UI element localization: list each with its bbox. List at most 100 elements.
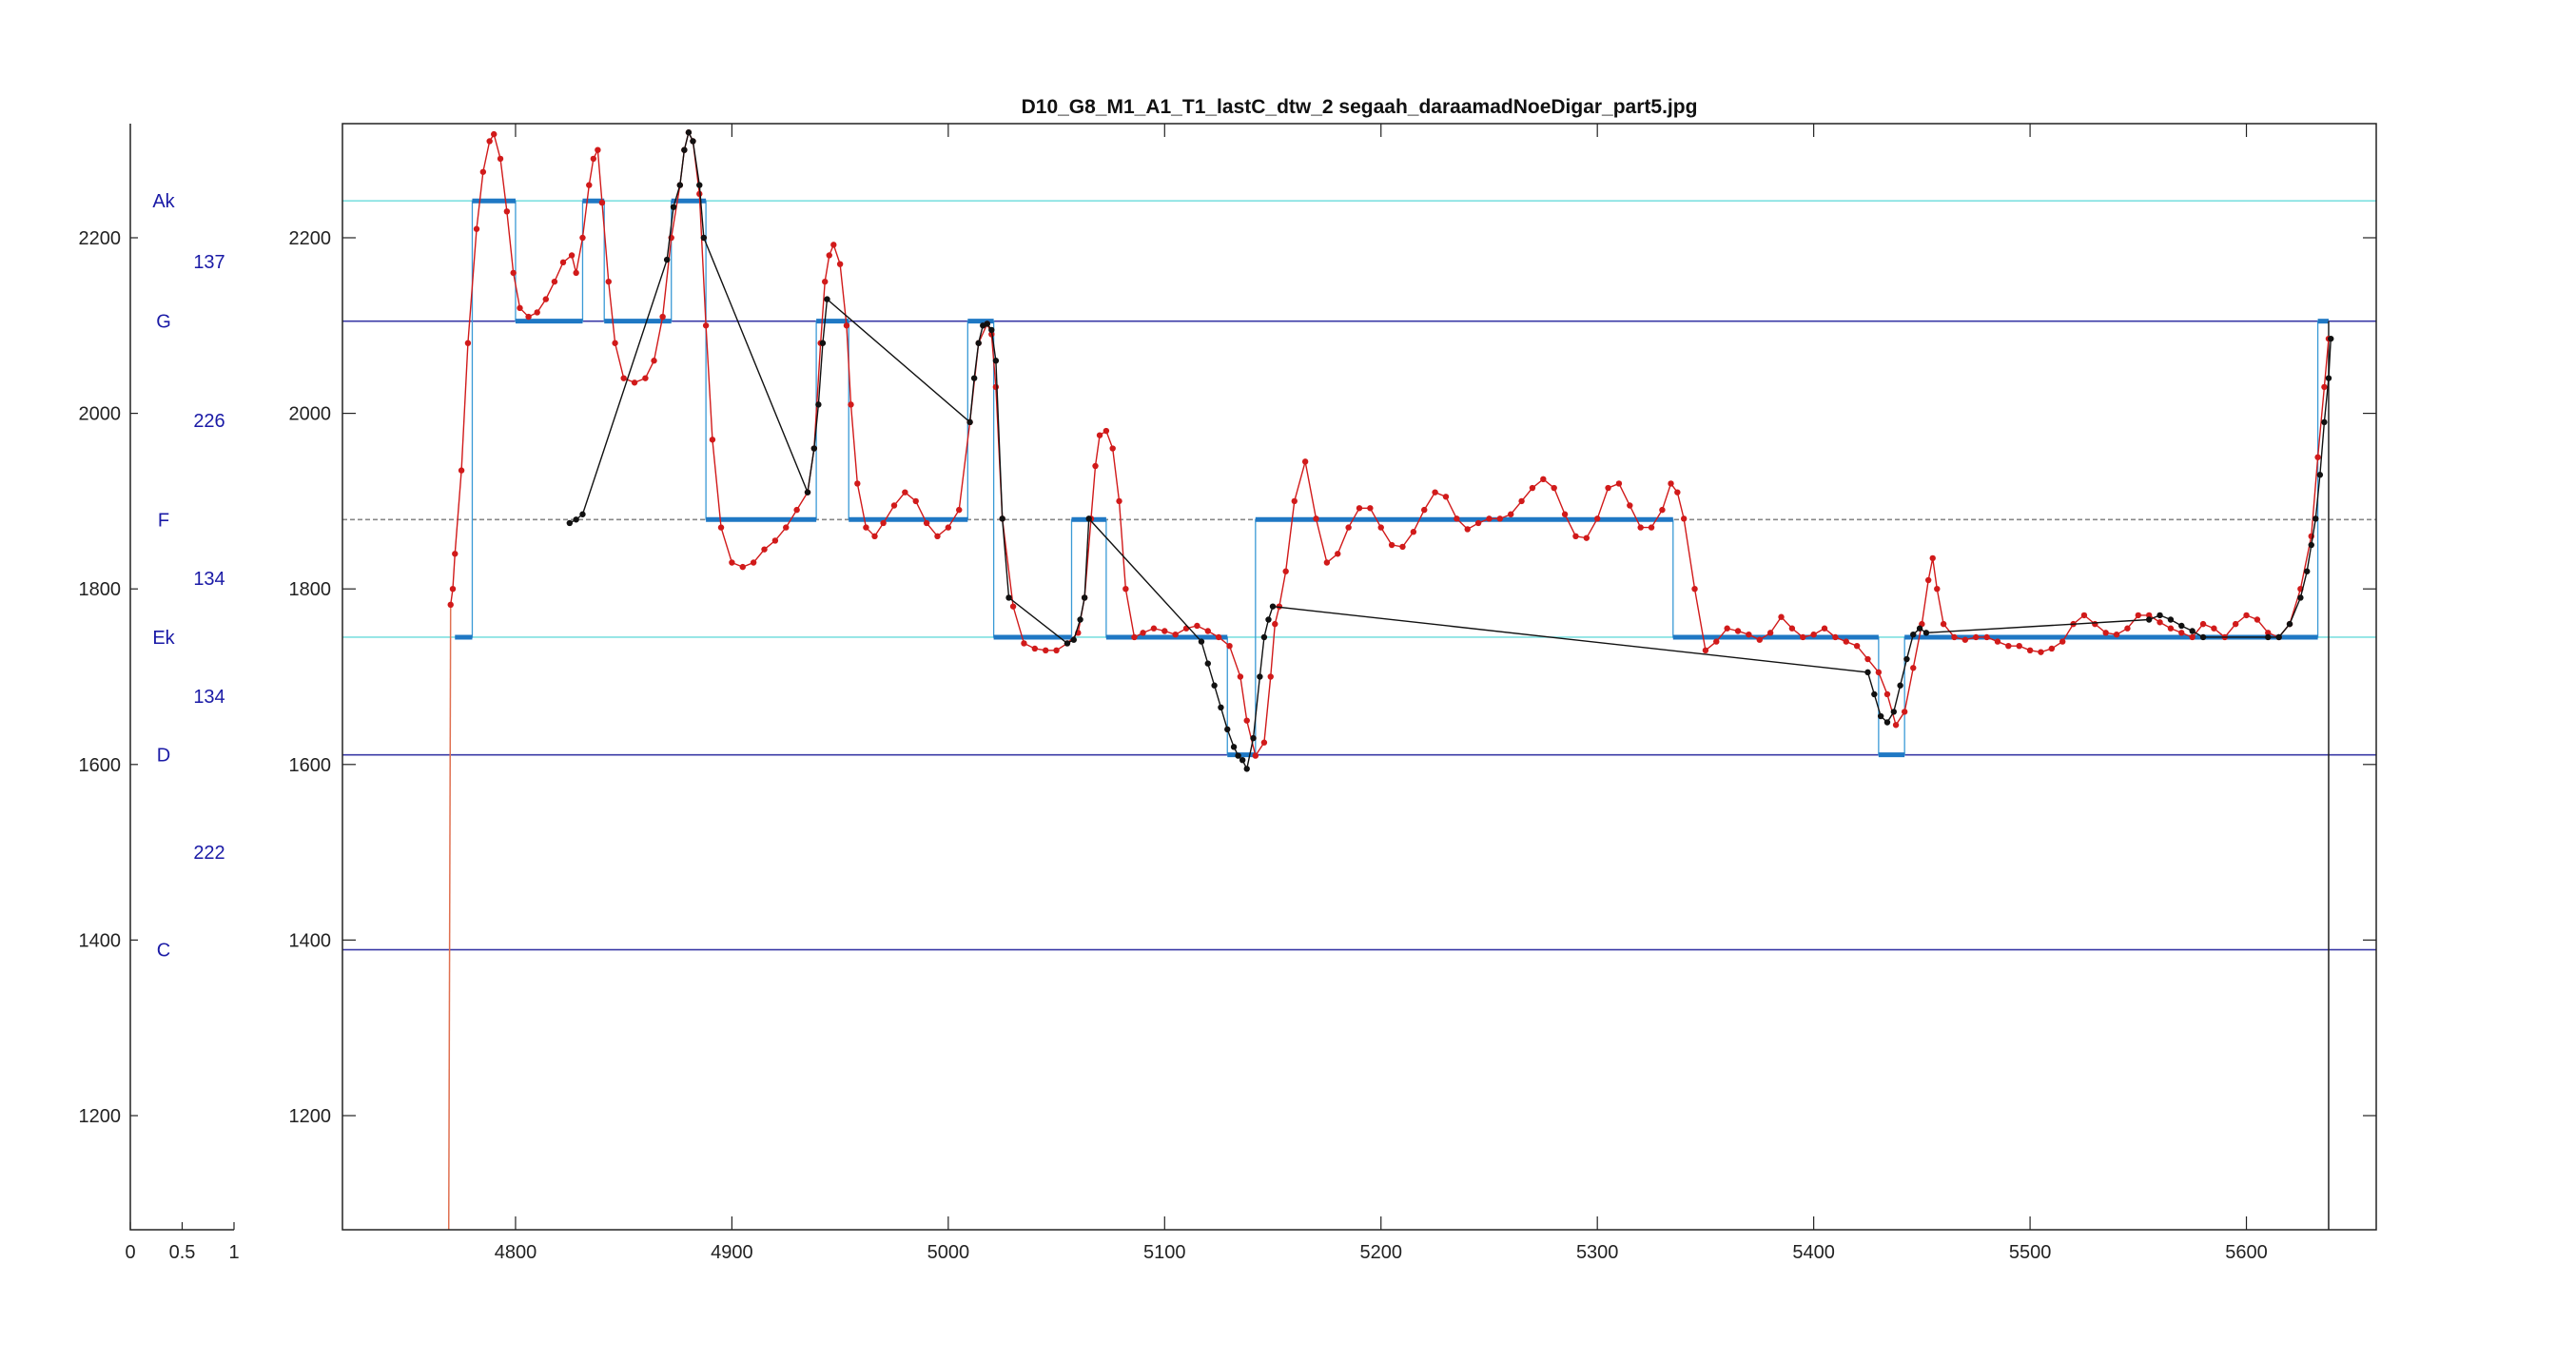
- y-tick-label: 2200: [289, 228, 332, 249]
- onset-line: [447, 604, 452, 1231]
- note-label: D: [157, 746, 170, 767]
- data-point: [2167, 625, 2175, 632]
- data-point: [1973, 633, 1980, 641]
- data-point: [464, 340, 472, 346]
- data-point: [1243, 717, 1250, 724]
- data-point: [771, 537, 779, 544]
- data-point: [542, 296, 549, 302]
- data-point: [1257, 673, 1263, 680]
- main-x-ticks: 4800 4900 5000 5100 5200 5300 5400 5500 5600: [495, 124, 2268, 1263]
- main-y-ticks: 1200 1400 1600 1800 2000 2200: [289, 228, 2376, 1127]
- data-point: [1897, 682, 1903, 689]
- data-point: [871, 533, 878, 540]
- data-point: [1272, 620, 1278, 628]
- data-point: [449, 585, 457, 593]
- data-point: [970, 375, 978, 381]
- data-point: [1637, 524, 1644, 531]
- data-point: [1454, 515, 1460, 522]
- data-point: [2059, 638, 2066, 645]
- data-point: [2092, 620, 2098, 628]
- data-point: [696, 182, 703, 188]
- data-point: [1064, 640, 1071, 647]
- data-point: [1399, 543, 1406, 551]
- data-point: [670, 204, 677, 210]
- data-point: [447, 601, 454, 609]
- data-point: [1800, 633, 1806, 641]
- data-point: [631, 379, 638, 386]
- data-point: [1260, 633, 1268, 641]
- side-x-tick-label: 0.5: [169, 1242, 196, 1263]
- data-point: [2304, 568, 2311, 574]
- data-point: [510, 269, 517, 277]
- data-point: [1724, 625, 1730, 632]
- data-point: [1890, 709, 1897, 715]
- data-point: [1680, 515, 1688, 522]
- data-point: [1983, 633, 1990, 641]
- x-tick-label: 5400: [1792, 1242, 1835, 1263]
- data-point: [1659, 506, 1666, 514]
- side-y-tick-label: 1800: [79, 579, 122, 600]
- data-point: [2321, 418, 2328, 426]
- data-point: [843, 322, 850, 329]
- data-point: [1746, 631, 1752, 638]
- data-point: [1092, 462, 1099, 470]
- note-label: C: [157, 941, 170, 962]
- x-tick-label: 5500: [2009, 1242, 2052, 1263]
- data-point: [2325, 375, 2332, 381]
- data-point: [642, 375, 649, 381]
- data-point: [2005, 642, 2012, 650]
- data-point: [1922, 630, 1930, 636]
- data-point: [1561, 511, 1569, 517]
- data-point: [1204, 660, 1211, 667]
- x-tick-label: 5200: [1359, 1242, 1402, 1263]
- data-point: [2314, 454, 2321, 460]
- data-point: [1085, 515, 1092, 522]
- data-point: [1215, 633, 1222, 641]
- data-point: [2113, 631, 2120, 638]
- data-point: [612, 340, 618, 346]
- data-point: [992, 358, 1000, 364]
- data-point: [1243, 766, 1250, 772]
- data-point: [1230, 744, 1238, 750]
- data-point: [1702, 647, 1709, 654]
- data-point: [1103, 427, 1110, 435]
- data-point: [1009, 603, 1017, 610]
- data-point: [709, 437, 716, 443]
- data-point: [1377, 524, 1384, 531]
- data-point: [1301, 458, 1309, 465]
- data-point: [819, 340, 827, 346]
- data-point: [1924, 576, 1932, 584]
- data-point: [1265, 616, 1272, 623]
- data-point: [1235, 752, 1241, 759]
- data-point: [551, 278, 558, 285]
- data-point: [1267, 673, 1274, 680]
- x-tick-label: 4900: [711, 1242, 753, 1263]
- data-point: [497, 155, 504, 163]
- data-point: [1518, 497, 1525, 505]
- note-label: Ak: [152, 191, 175, 212]
- data-point: [690, 138, 696, 145]
- data-point: [2026, 647, 2034, 654]
- data-point: [1883, 719, 1891, 726]
- data-point: [999, 515, 1005, 522]
- data-point: [1691, 585, 1698, 593]
- data-point: [700, 234, 708, 242]
- quantized-note-steps: [455, 198, 2330, 1230]
- data-point: [826, 252, 832, 259]
- data-point: [2016, 642, 2022, 650]
- data-point: [2124, 625, 2131, 632]
- side-x-ticks: 0 0.5 1: [125, 1222, 240, 1263]
- data-point: [992, 383, 1000, 391]
- data-point: [1335, 551, 1341, 557]
- data-point: [696, 190, 703, 198]
- data-point: [1916, 625, 1923, 632]
- data-point: [458, 467, 465, 474]
- data-point: [573, 269, 579, 277]
- data-point: [1345, 524, 1352, 531]
- data-point: [2297, 594, 2304, 601]
- y-tick-label: 2000: [289, 404, 332, 425]
- data-point: [1252, 752, 1259, 759]
- data-point: [685, 129, 693, 136]
- data-point: [863, 524, 869, 531]
- data-point: [1432, 489, 1438, 496]
